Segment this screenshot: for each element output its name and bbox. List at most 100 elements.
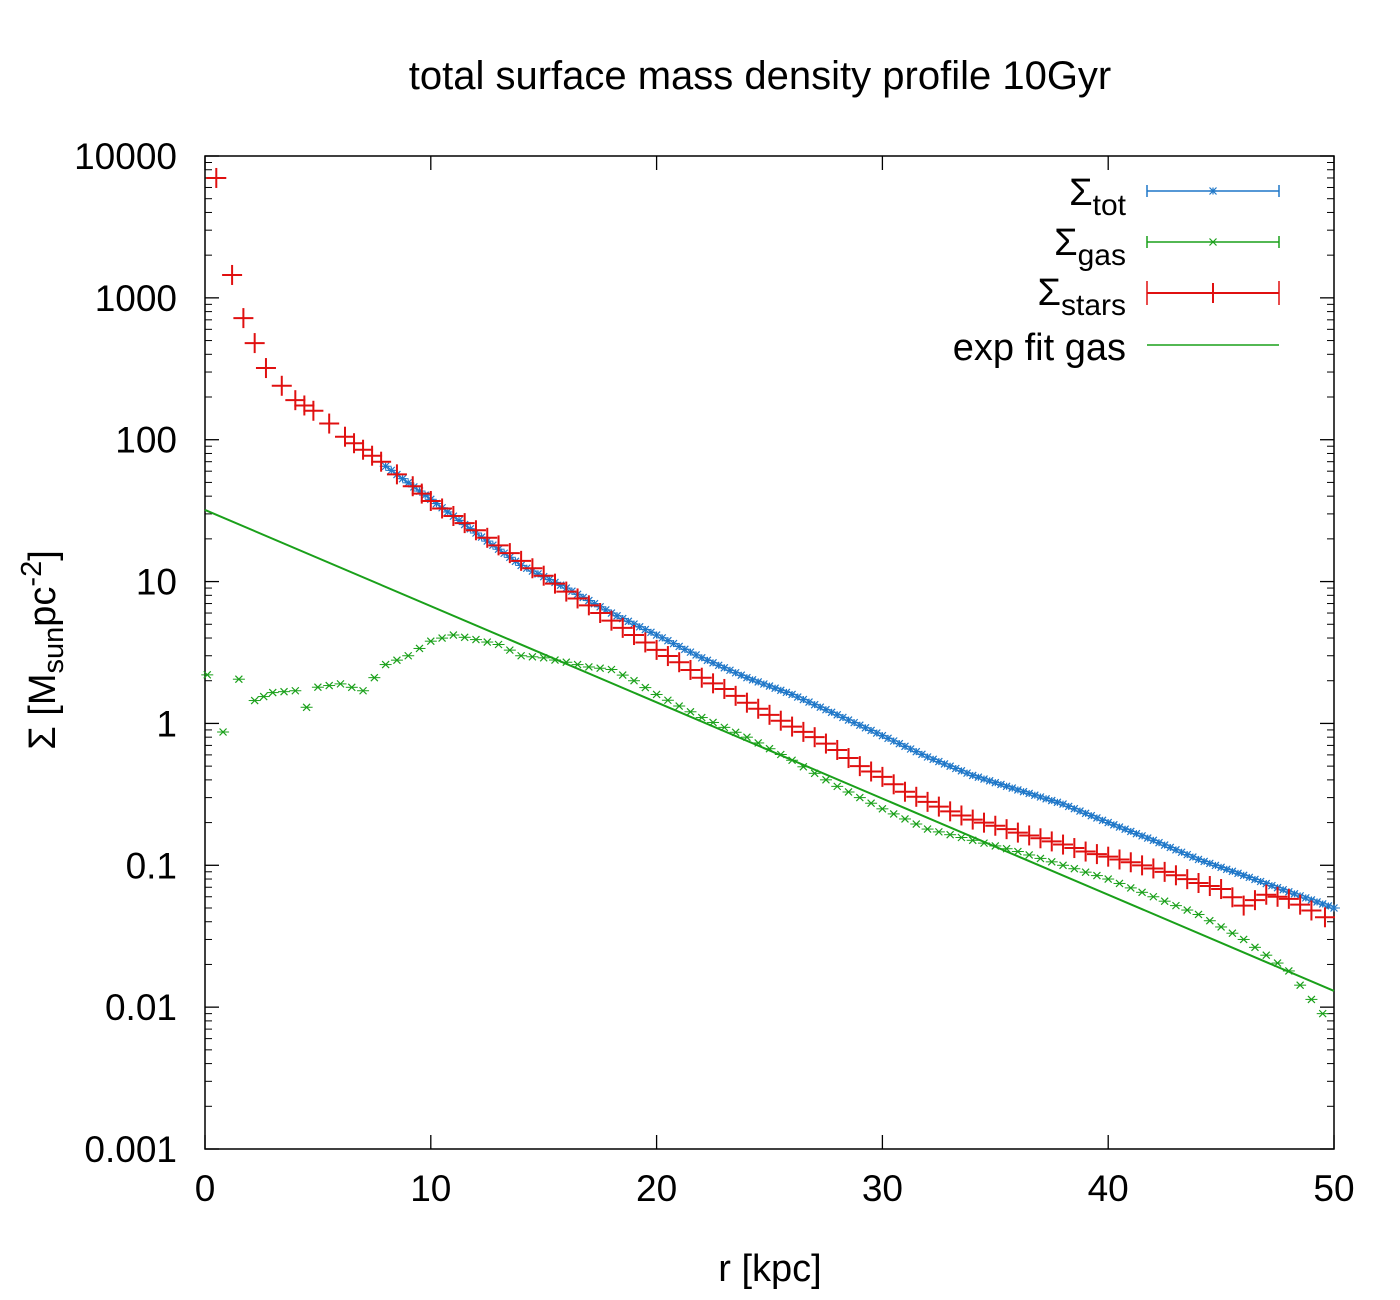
data-point (838, 748, 859, 769)
data-point (883, 774, 904, 795)
data-point (1314, 907, 1335, 928)
data-point (1290, 894, 1311, 915)
data-point (567, 588, 588, 609)
data-point (1181, 906, 1194, 914)
data-point (402, 651, 415, 660)
data-point (319, 413, 340, 434)
data-point (1075, 841, 1096, 862)
data-point (1328, 904, 1340, 912)
data-point (861, 761, 882, 782)
data-point (1164, 843, 1177, 852)
data-point (1233, 895, 1254, 916)
y-axis: 0.001 0.01 0.1 1 10 100 1000 10000 (74, 136, 1334, 1170)
data-point (962, 809, 983, 830)
data-point (985, 815, 1006, 836)
data-point (1165, 865, 1186, 886)
y-axis-title-sub: sun (38, 627, 70, 674)
data-point (386, 464, 407, 485)
data-point (646, 639, 667, 660)
data-point (782, 716, 803, 737)
data-point (966, 836, 979, 845)
data-point (763, 744, 776, 753)
x-tick-label: 40 (1088, 1168, 1129, 1209)
data-point (695, 713, 708, 722)
data-point (804, 727, 825, 748)
data-point (921, 825, 934, 833)
data-point (1041, 831, 1062, 852)
data-point (1090, 871, 1103, 880)
data-point (703, 673, 724, 694)
data-point (1209, 861, 1222, 870)
data-point (1278, 888, 1299, 909)
data-point (522, 558, 543, 579)
data-point (1000, 844, 1013, 853)
data-point (669, 652, 690, 673)
data-point (1057, 861, 1070, 870)
data-point (244, 333, 265, 354)
data-point (917, 791, 938, 812)
data-point (1086, 844, 1107, 865)
data-point (1316, 1009, 1329, 1018)
y-axis-title-mid: pc (22, 587, 64, 627)
data-point (548, 656, 561, 664)
data-point (1211, 879, 1232, 900)
data-point (872, 766, 893, 787)
data-point (413, 644, 426, 653)
data-point (691, 667, 712, 688)
legend: Σtot Σgas Σstars exp fit gas (953, 172, 1280, 369)
data-point (793, 721, 814, 742)
data-point (379, 462, 392, 471)
data-point (1124, 883, 1137, 892)
data-point (910, 820, 923, 828)
data-point (928, 796, 949, 817)
data-point (1079, 868, 1092, 877)
data-point (436, 634, 449, 643)
legend-symbol-tot: Σ (1069, 172, 1093, 214)
data-point (1301, 900, 1322, 921)
data-point (1222, 887, 1243, 908)
data-point (1260, 951, 1273, 960)
data-point (1045, 857, 1058, 866)
data-point (955, 833, 968, 842)
data-point (323, 681, 336, 690)
data-point (1098, 846, 1119, 867)
legend-sub-tot: tot (1093, 189, 1127, 222)
data-point (1226, 929, 1239, 938)
x-axis-title: r [kpc] (718, 1248, 821, 1290)
data-point (853, 793, 866, 802)
data-point (605, 665, 618, 674)
y-axis-title-suffix: ] (22, 550, 64, 561)
data-point (819, 775, 832, 784)
data-point (217, 728, 230, 736)
data-point (1237, 935, 1250, 944)
data-point (887, 809, 900, 818)
data-point (1019, 825, 1040, 846)
data-point (770, 710, 791, 731)
data-point (447, 631, 460, 639)
data-point (752, 739, 765, 747)
data-point (612, 617, 633, 638)
data-point (266, 688, 279, 697)
y-tick-label: 0.01 (105, 987, 177, 1028)
data-point (894, 781, 915, 802)
data-point (714, 678, 735, 699)
data-point (684, 707, 697, 716)
data-point (201, 670, 214, 679)
data-point (458, 633, 471, 642)
data-point (951, 805, 972, 826)
data-point (748, 698, 769, 719)
data-point (865, 799, 878, 808)
data-point (624, 625, 645, 646)
data-point (257, 692, 270, 701)
series-sigma-gas (201, 631, 1329, 1018)
data-point (797, 762, 810, 771)
data-point (1023, 851, 1036, 859)
data-point (1007, 822, 1028, 843)
data-point (556, 581, 577, 602)
legend-label-tot: Σtot (1069, 172, 1127, 222)
data-point (1177, 869, 1198, 890)
legend-label-fit: exp fit gas (953, 327, 1126, 369)
plot-area (204, 155, 1335, 1150)
data-point (1030, 828, 1051, 849)
